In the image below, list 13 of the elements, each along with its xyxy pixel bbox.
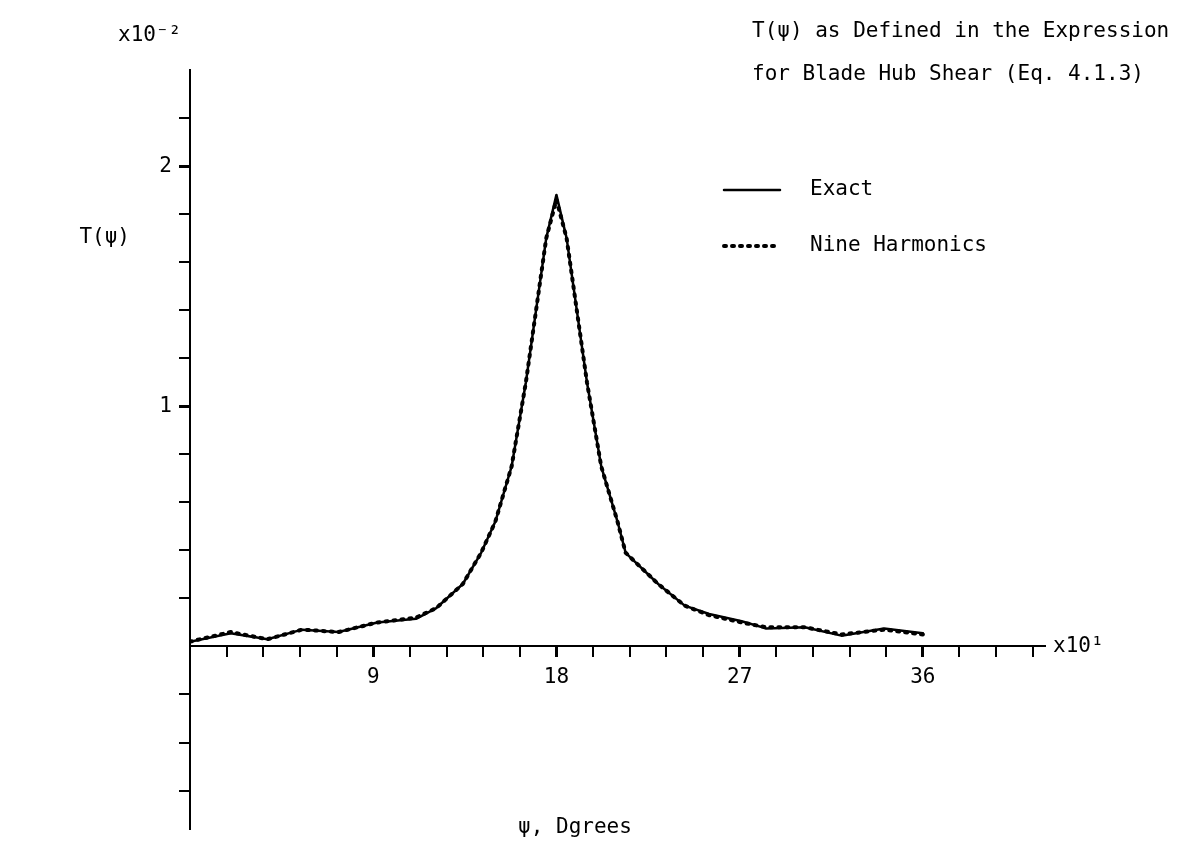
x-tick-label: 27 — [726, 663, 753, 688]
y-axis-title: T(ψ) — [79, 224, 130, 249]
text: x10⁻² — [118, 22, 182, 47]
y-tick-label: 1 — [159, 392, 172, 417]
legend-label: Nine Harmonics — [810, 232, 988, 257]
text: x10¹ — [1053, 632, 1104, 657]
y-tick-label: 2 — [159, 152, 172, 177]
legend-label: Exact — [810, 176, 874, 201]
x-axis-title: ψ, Dgrees — [518, 814, 632, 839]
x-tick-label: 36 — [910, 663, 936, 688]
x-tick-label: 18 — [543, 663, 570, 688]
x-tick-label: 9 — [366, 663, 380, 688]
chart-title: T(ψ) as Defined in the Expression for Blade Hub Shear (Eq. 4.1.3) — [752, 18, 1170, 86]
